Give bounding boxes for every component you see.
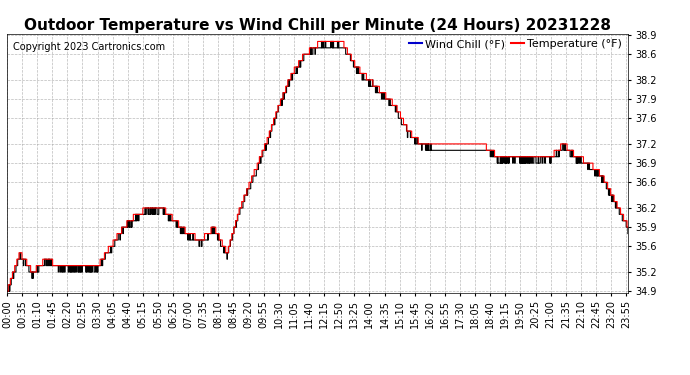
Legend: Wind Chill (°F), Temperature (°F): Wind Chill (°F), Temperature (°F) [408, 39, 622, 49]
Text: Copyright 2023 Cartronics.com: Copyright 2023 Cartronics.com [13, 42, 165, 51]
Title: Outdoor Temperature vs Wind Chill per Minute (24 Hours) 20231228: Outdoor Temperature vs Wind Chill per Mi… [24, 18, 611, 33]
